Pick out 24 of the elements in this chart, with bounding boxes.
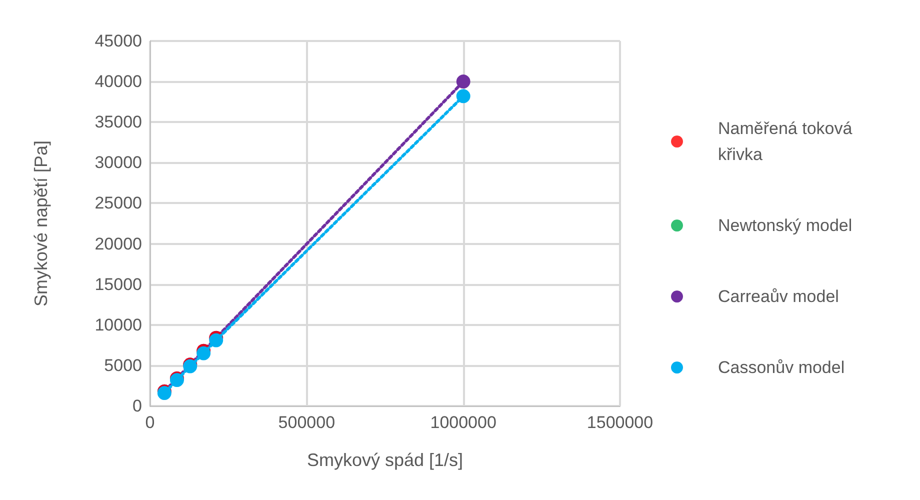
legend-label: Carreaův model: [718, 287, 839, 306]
y-tick-label: 20000: [94, 234, 142, 254]
point: [196, 346, 211, 360]
legend-label: Cassonův model: [718, 358, 845, 377]
y-axis-title: Smykové napětí [Pa]: [31, 140, 51, 307]
point: [456, 89, 470, 104]
y-tick-label: 25000: [94, 194, 142, 213]
x-tick-label: 500000: [278, 413, 336, 432]
x-axis-title: Smykový spád [1/s]: [306, 450, 464, 470]
y-tick-label: 40000: [94, 72, 142, 92]
x-tick-label: 1000000: [430, 413, 496, 432]
y-tick-label: 10000: [94, 315, 142, 334]
y-tick-label: 5000: [104, 356, 142, 375]
y-tick-label: 45000: [94, 32, 142, 50]
y-tick-label: 15000: [94, 274, 142, 294]
y-tick-label: 30000: [94, 153, 142, 172]
point: [456, 74, 470, 89]
point: [209, 333, 224, 348]
legend-label: Newtonský model: [718, 216, 852, 235]
x-tick-label: 0: [145, 413, 155, 432]
y-tick-label: 35000: [94, 112, 142, 132]
x-tick-label: 1500000: [586, 413, 654, 432]
legend-label: Naměřená toková křivka: [718, 119, 857, 164]
y-tick-label: 0: [132, 396, 142, 416]
